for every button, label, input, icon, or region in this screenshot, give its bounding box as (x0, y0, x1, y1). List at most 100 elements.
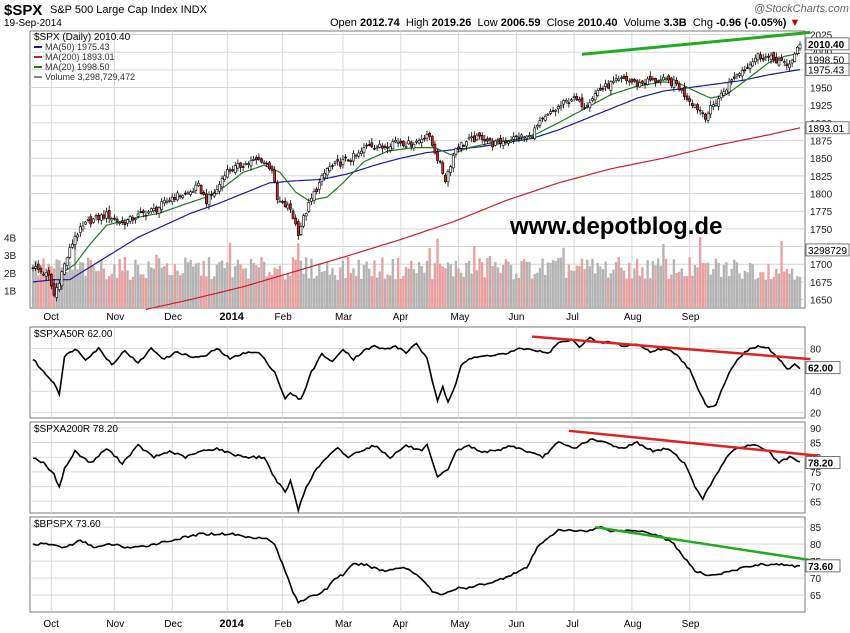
volume-bar (304, 257, 308, 308)
panel-frame (29, 421, 806, 514)
volume-bar (557, 257, 560, 308)
volume-bar (131, 276, 134, 308)
candle-body (102, 214, 106, 219)
candle-body (446, 170, 450, 183)
candle-body (630, 78, 634, 83)
candle-body (722, 91, 726, 96)
volume-bar (168, 274, 171, 308)
candle-body (194, 184, 198, 191)
open-value: 2012.74 (359, 17, 400, 29)
candle-body (344, 156, 347, 159)
volume-bar (733, 259, 736, 308)
volume-bar (620, 267, 623, 308)
volume-bar (199, 275, 203, 308)
candle-body (333, 161, 337, 164)
candle-body (44, 272, 48, 277)
volume-bar (483, 277, 486, 308)
candle-body (478, 132, 481, 137)
candle-body (105, 211, 108, 219)
volume-bar (68, 262, 71, 308)
volume-bar (641, 267, 644, 308)
candle-body (310, 198, 313, 202)
candle-body (790, 59, 794, 64)
volume-bar (186, 262, 190, 308)
y-tick-label: 1800 (810, 190, 833, 201)
candle-body (346, 159, 350, 162)
candle-body (176, 192, 179, 201)
volume-tick-label: 1B (4, 286, 17, 297)
candle-body (160, 201, 164, 210)
volume-bar (517, 277, 521, 308)
candle-body (126, 219, 129, 224)
volume-bar (591, 258, 594, 308)
volume-bar (189, 259, 192, 308)
candle-body (394, 140, 397, 143)
candle-body (218, 184, 221, 192)
candle-body (183, 192, 187, 195)
candle-body (454, 148, 458, 155)
value-tag-label: 1975.43 (808, 66, 845, 77)
x-tick-label: Mar (335, 312, 353, 323)
volume-bar (714, 258, 718, 308)
volume-bar (446, 262, 450, 308)
panel-title: $SPXA50R 62.00 (34, 329, 113, 340)
candle-body (89, 216, 93, 225)
volume-bar (777, 273, 781, 308)
y-tick-label: 20 (810, 409, 822, 420)
volume-bar (31, 272, 35, 308)
legend-label: MA(50) 1975.43 (45, 42, 110, 52)
volume-bar (244, 268, 247, 308)
y-tick-label: 1875 (810, 137, 833, 148)
candle-body (667, 75, 671, 81)
volume-bar (297, 243, 300, 308)
volume-bar (465, 262, 468, 308)
candle-body (152, 208, 156, 211)
value-tag-label: 1998.50 (808, 55, 845, 66)
candle-body (622, 75, 626, 79)
volume-bar (97, 270, 100, 308)
volume-bar (110, 273, 113, 308)
volume-bar (551, 259, 555, 308)
candle-body (748, 63, 752, 69)
candle-body (717, 98, 720, 107)
volume-bar (751, 263, 754, 308)
candle-body (226, 169, 229, 178)
index-name: S&P 500 Large Cap Index INDX (50, 4, 207, 16)
candle-body (583, 107, 586, 109)
candle-body (325, 168, 329, 176)
x-tick-label: Sep (682, 312, 700, 323)
volume-bar (504, 259, 507, 308)
volume-bar (478, 258, 481, 308)
candle-body (732, 76, 736, 79)
indicator-line (32, 525, 801, 605)
value-tag-label: 3298729 (808, 246, 847, 257)
volume-bar (643, 278, 647, 308)
volume-bar (546, 262, 550, 308)
candle-body (704, 114, 707, 120)
candle-body (711, 104, 715, 108)
volume-bar (565, 277, 568, 308)
candle-body (134, 218, 137, 221)
candle-body (302, 215, 305, 227)
volume-bar (165, 263, 169, 308)
candle-body (294, 217, 298, 225)
candle-body (78, 226, 82, 233)
volume-bar (515, 274, 518, 308)
candle-body (120, 220, 124, 224)
candle-body (751, 61, 755, 67)
candle-body (675, 80, 678, 84)
volume-bar (336, 279, 339, 308)
candle-body (223, 175, 227, 180)
volume-bar (509, 264, 513, 308)
candle-body (71, 243, 74, 248)
candle-body (262, 161, 266, 164)
candle-body (638, 82, 642, 88)
x-tick-label: Nov (106, 312, 124, 323)
candle-body (612, 80, 615, 83)
candle-body (669, 77, 673, 86)
candle-body (567, 102, 571, 105)
value-tag (805, 63, 850, 76)
candle-body (323, 172, 326, 179)
candle-body (373, 147, 376, 150)
volume-bar (685, 276, 689, 308)
